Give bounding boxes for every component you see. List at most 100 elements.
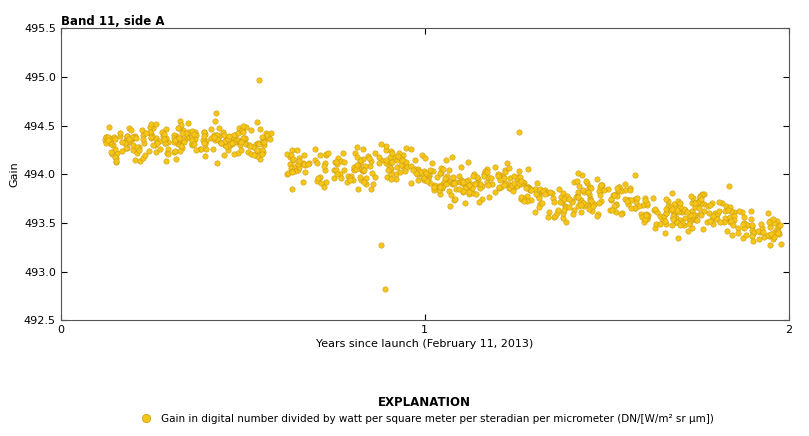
Point [746, 227, 759, 234]
Point [231, 136, 244, 143]
Point [674, 217, 687, 224]
Point [185, 140, 198, 147]
Point [557, 195, 570, 202]
Point [674, 221, 687, 228]
Point [594, 184, 607, 191]
Point [612, 183, 625, 190]
Point [239, 141, 252, 148]
Point [574, 208, 587, 215]
Point [727, 208, 740, 215]
Point [615, 211, 628, 218]
Point [116, 148, 129, 155]
Point [762, 209, 775, 216]
Point [533, 203, 546, 210]
Point [211, 132, 224, 139]
Point [739, 232, 752, 239]
Point [417, 168, 430, 175]
Point [566, 211, 579, 218]
Point [477, 172, 490, 179]
Point [346, 176, 359, 183]
Point [328, 174, 341, 181]
Point [258, 141, 271, 148]
Point [688, 216, 701, 223]
Point [161, 146, 174, 153]
Point [753, 228, 766, 235]
Point [332, 155, 345, 162]
Point [198, 153, 211, 160]
Point [772, 228, 785, 235]
Point [667, 201, 680, 208]
Point [659, 209, 672, 216]
Point [639, 216, 652, 223]
Point [639, 211, 652, 218]
Point [745, 222, 758, 229]
Point [320, 150, 332, 157]
Point [258, 138, 271, 145]
Point [662, 203, 675, 210]
Point [380, 159, 393, 166]
Point [745, 208, 758, 215]
Point [261, 135, 274, 142]
Point [354, 174, 366, 181]
Point [329, 167, 342, 174]
Point [407, 167, 420, 174]
Point [726, 221, 739, 228]
Point [582, 185, 595, 192]
Point [497, 174, 510, 181]
Point [639, 213, 652, 220]
Point [424, 166, 437, 173]
Point [569, 194, 582, 201]
Point [503, 164, 516, 171]
Point [109, 158, 122, 165]
Point [642, 211, 654, 218]
Point [462, 177, 475, 184]
Point [349, 165, 362, 172]
Point [515, 178, 527, 185]
Point [250, 140, 263, 147]
Point [570, 193, 583, 200]
Point [578, 189, 591, 196]
Point [520, 192, 533, 199]
Point [636, 213, 649, 220]
Point [556, 215, 569, 222]
Point [686, 200, 699, 207]
Point [461, 158, 474, 165]
Point [713, 198, 726, 205]
Point [231, 130, 244, 137]
Point [438, 175, 451, 182]
Point [499, 167, 512, 174]
Point [132, 144, 145, 151]
Point [462, 191, 475, 198]
Point [139, 130, 152, 137]
Point [744, 215, 757, 222]
Point [233, 139, 246, 146]
Point [741, 221, 754, 228]
Point [486, 181, 499, 188]
Point [586, 203, 599, 210]
Point [104, 135, 116, 142]
Point [767, 215, 780, 222]
Point [447, 179, 460, 186]
Point [728, 213, 741, 220]
Point [252, 76, 265, 83]
Point [135, 127, 148, 134]
Point [123, 124, 136, 131]
Point [188, 140, 201, 147]
Point [389, 176, 402, 183]
Point [534, 201, 547, 208]
Point [623, 197, 636, 204]
Point [110, 154, 123, 161]
Point [629, 198, 642, 205]
Point [557, 210, 570, 217]
Point [349, 149, 362, 156]
Point [383, 154, 396, 161]
Point [384, 147, 397, 154]
Point [395, 162, 408, 169]
Point [360, 175, 373, 182]
Point [288, 164, 301, 170]
Point [593, 187, 606, 194]
Point [659, 195, 672, 202]
Point [474, 185, 487, 192]
Point [608, 191, 621, 198]
Point [472, 198, 485, 205]
